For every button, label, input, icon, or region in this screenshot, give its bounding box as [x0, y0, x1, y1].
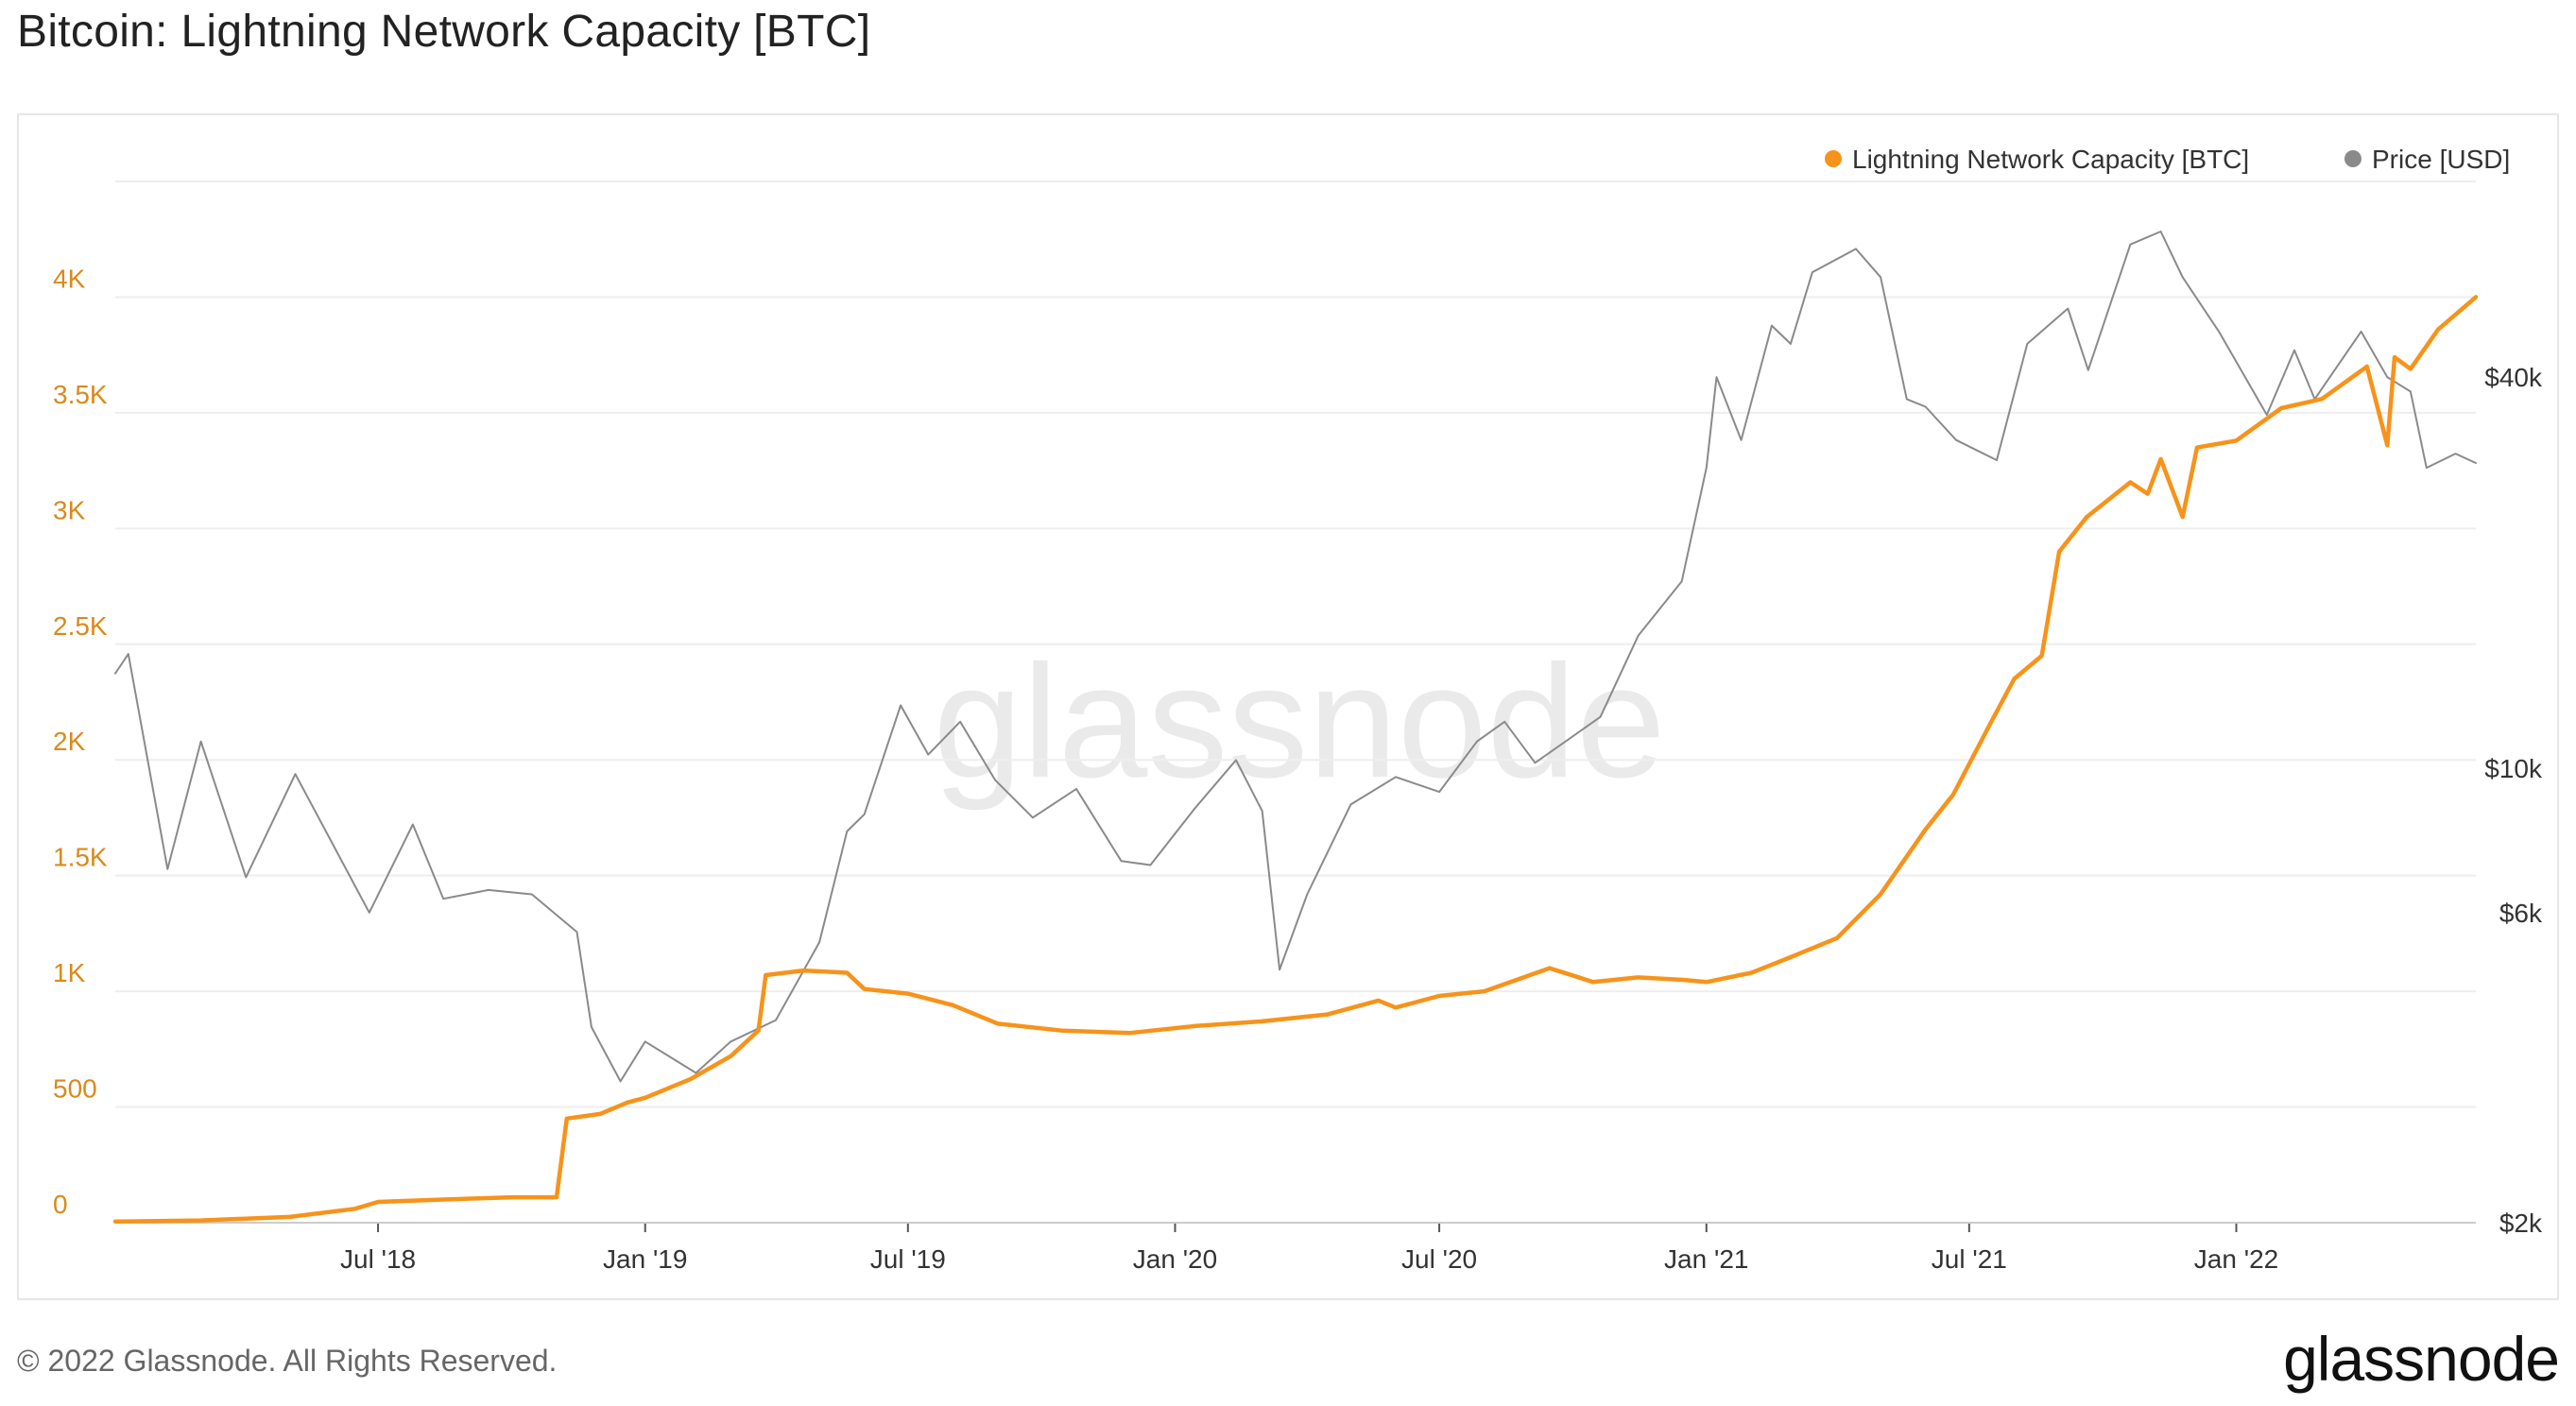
chart-title: Bitcoin: Lightning Network Capacity [BTC…	[17, 7, 871, 57]
x-tick-label: Jan '22	[2194, 1244, 2278, 1274]
left-tick-label: 4K	[53, 264, 86, 293]
left-tick-label: 3.5K	[53, 380, 108, 409]
left-tick-label: 1.5K	[53, 843, 108, 872]
left-axis: 0 500 1K 1.5K 2K 2.5K 3K 3.5K 4K	[53, 264, 108, 1219]
x-tick-label: Jan '21	[1664, 1244, 1748, 1274]
x-tick-label: Jul '20	[1401, 1244, 1477, 1274]
capacity-line	[112, 295, 2479, 1225]
x-tick-label: Jan '20	[1133, 1244, 1217, 1274]
left-tick-label: 2.5K	[53, 611, 108, 641]
legend-marker	[1825, 150, 1842, 167]
left-tick-label: 2K	[53, 727, 86, 756]
left-tick-label: 500	[53, 1074, 97, 1104]
copyright-text: © 2022 Glassnode. All Rights Reserved.	[17, 1344, 558, 1378]
left-tick-label: 3K	[53, 495, 86, 524]
price-line	[114, 231, 2477, 1083]
chart-panel: glassnode 0 500 1K 1.5K 2K 2.5K 3K 3.5K 4K $2k $6…	[17, 113, 2559, 1300]
right-axis: $2k $6k $10k $40k	[2484, 363, 2543, 1238]
right-tick-label: $2k	[2499, 1209, 2543, 1238]
legend[interactable]: Lightning Network Capacity [BTC] Price [U…	[1825, 145, 2510, 174]
right-tick-label: $40k	[2484, 363, 2543, 392]
left-tick-label: 0	[53, 1190, 68, 1219]
right-tick-label: $6k	[2499, 899, 2543, 928]
x-tick-label: Jul '18	[340, 1244, 416, 1274]
legend-marker	[2344, 150, 2361, 167]
legend-label: Price [USD]	[2372, 145, 2510, 174]
left-tick-label: 1K	[53, 958, 86, 987]
legend-label: Lightning Network Capacity [BTC]	[1852, 145, 2249, 174]
x-tick-label: Jul '19	[870, 1244, 946, 1274]
glassnode-logo[interactable]: glassnode	[2283, 1324, 2560, 1394]
series-group	[112, 231, 2479, 1225]
x-axis: Jul '18 Jan '19 Jul '19 Jan '20 Jul '20 Jan '…	[115, 1222, 2476, 1274]
right-tick-label: $10k	[2484, 754, 2543, 783]
x-tick-label: Jan '19	[603, 1244, 687, 1274]
watermark: glassnode	[933, 632, 1665, 812]
x-tick-label: Jul '21	[1932, 1244, 2007, 1274]
chart-svg: glassnode 0 500 1K 1.5K 2K 2.5K 3K 3.5K 4K $2k $6…	[53, 145, 2543, 1274]
